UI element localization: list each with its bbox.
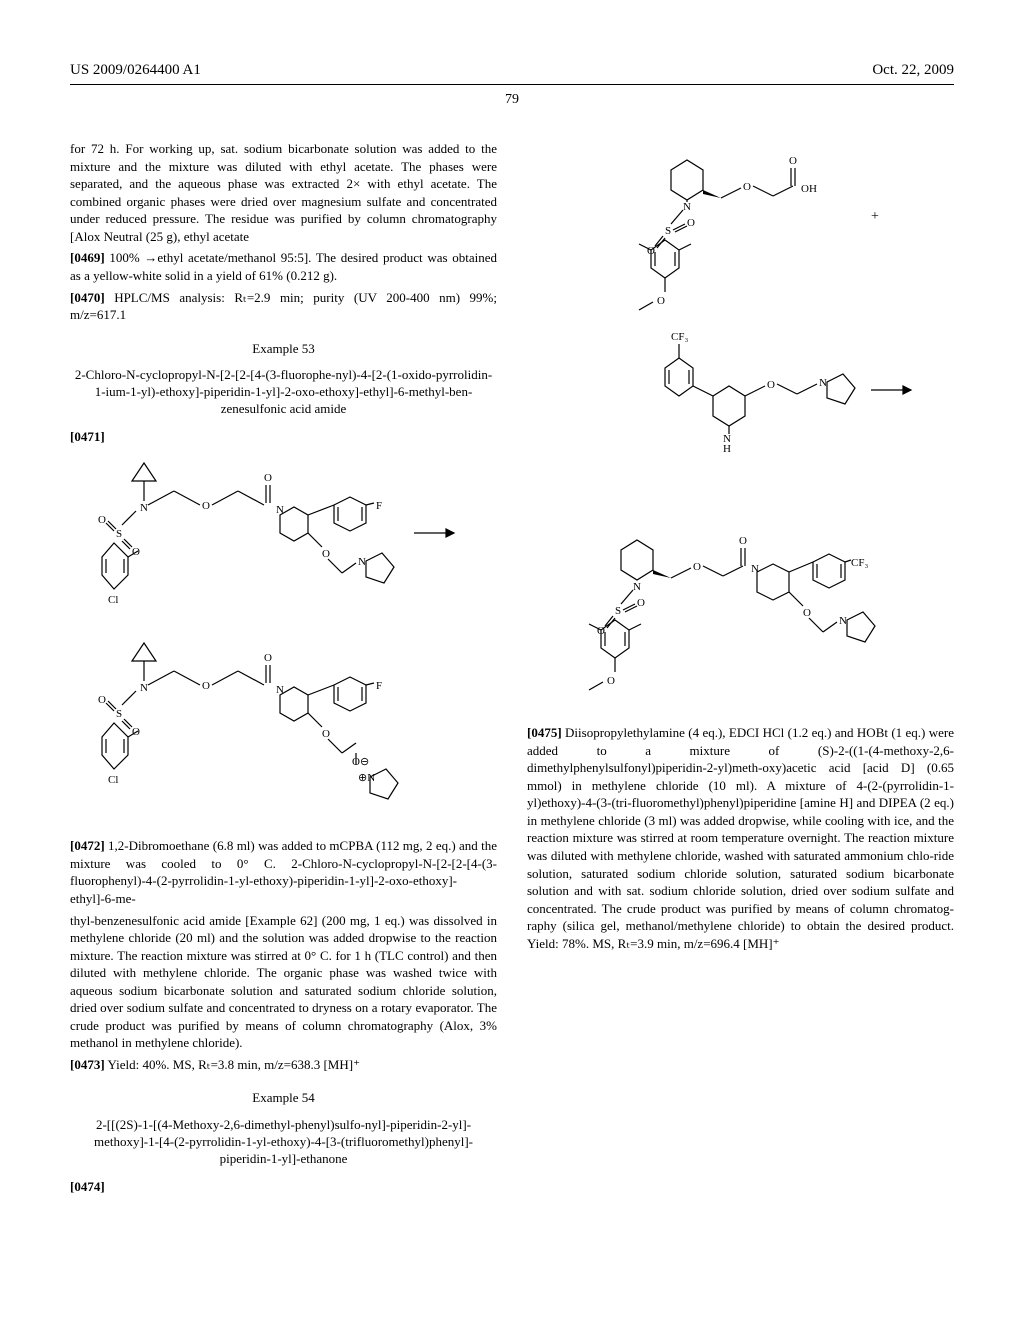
chemical-scheme-53: N S O O Cl O bbox=[70, 453, 497, 823]
svg-text:O: O bbox=[767, 379, 775, 391]
svg-text:O: O bbox=[637, 597, 645, 609]
paragraph: thyl-benzenesulfonic acid amide [Example… bbox=[70, 912, 497, 1052]
svg-text:O: O bbox=[739, 535, 747, 547]
svg-text:Cl: Cl bbox=[108, 594, 118, 606]
page-header: US 2009/0264400 A1 Oct. 22, 2009 bbox=[70, 60, 954, 80]
publication-date: Oct. 22, 2009 bbox=[872, 60, 954, 80]
page-number: 79 bbox=[70, 91, 954, 110]
two-column-body: for 72 h. For working up, sat. sodium bi… bbox=[70, 140, 954, 1230]
svg-text:O: O bbox=[202, 680, 210, 692]
svg-text:F: F bbox=[376, 680, 382, 692]
svg-text:O: O bbox=[607, 675, 615, 687]
svg-text:OH: OH bbox=[801, 183, 817, 195]
svg-text:O: O bbox=[98, 694, 106, 706]
svg-text:S: S bbox=[615, 605, 621, 617]
svg-text:O: O bbox=[322, 728, 330, 740]
svg-text:O: O bbox=[322, 548, 330, 560]
svg-text:O: O bbox=[789, 155, 797, 167]
svg-text:N: N bbox=[276, 684, 284, 696]
svg-text:N: N bbox=[633, 581, 641, 593]
svg-text:Cl: Cl bbox=[108, 774, 118, 786]
svg-text:N: N bbox=[276, 504, 284, 516]
svg-text:CF₃: CF₃ bbox=[671, 331, 688, 343]
compound-name: 2-[[(2S)-1-[(4-Methoxy-2,6-dimethyl-phen… bbox=[70, 1117, 497, 1168]
svg-text:+: + bbox=[871, 209, 879, 224]
svg-text:N: N bbox=[683, 201, 691, 213]
svg-text:N: N bbox=[140, 682, 148, 694]
header-rule bbox=[70, 84, 954, 85]
svg-text:F: F bbox=[376, 500, 382, 512]
paragraph: for 72 h. For working up, sat. sodium bi… bbox=[70, 140, 497, 245]
svg-text:O: O bbox=[657, 295, 665, 307]
svg-text:S: S bbox=[665, 225, 671, 237]
svg-text:N: N bbox=[140, 502, 148, 514]
svg-text:N: N bbox=[839, 615, 847, 627]
svg-text:N: N bbox=[751, 563, 759, 575]
svg-text:O: O bbox=[202, 500, 210, 512]
patent-number: US 2009/0264400 A1 bbox=[70, 60, 201, 80]
svg-text:S: S bbox=[116, 528, 122, 540]
chemical-scheme-54: N O O OH S O bbox=[527, 140, 954, 710]
svg-text:O: O bbox=[687, 217, 695, 229]
svg-text:O: O bbox=[743, 181, 751, 193]
svg-text:O: O bbox=[264, 472, 272, 484]
svg-text:N: N bbox=[819, 377, 827, 389]
paragraph: [0470] HPLC/MS analysis: Rₜ=2.9 min; pur… bbox=[70, 289, 497, 324]
paragraph-number-only: [0471] bbox=[70, 428, 497, 446]
svg-text:S: S bbox=[116, 708, 122, 720]
svg-text:H: H bbox=[723, 443, 731, 455]
example-heading: Example 53 bbox=[70, 340, 497, 358]
svg-text:CF₃: CF₃ bbox=[851, 557, 868, 569]
paragraph: [0475] Diisopropylethylamine (4 eq.), ED… bbox=[527, 724, 954, 952]
compound-name: 2-Chloro-N-cyclopropyl-N-[2-[2-[4-(3-flu… bbox=[70, 367, 497, 418]
svg-text:O⊖: O⊖ bbox=[352, 756, 369, 768]
example-heading: Example 54 bbox=[70, 1089, 497, 1107]
svg-text:O: O bbox=[98, 514, 106, 526]
svg-text:O: O bbox=[693, 561, 701, 573]
paragraph: [0472] 1,2-Dibromoethane (6.8 ml) was ad… bbox=[70, 837, 497, 907]
svg-text:N: N bbox=[358, 556, 366, 568]
svg-text:O: O bbox=[803, 607, 811, 619]
svg-text:⊕N: ⊕N bbox=[358, 772, 375, 784]
paragraph: [0473] Yield: 40%. MS, Rₜ=3.8 min, m/z=6… bbox=[70, 1056, 497, 1074]
svg-text:O: O bbox=[264, 652, 272, 664]
paragraph: [0469] 100% →ethyl acetate/methanol 95:5… bbox=[70, 249, 497, 284]
paragraph-number-only: [0474] bbox=[70, 1178, 497, 1196]
